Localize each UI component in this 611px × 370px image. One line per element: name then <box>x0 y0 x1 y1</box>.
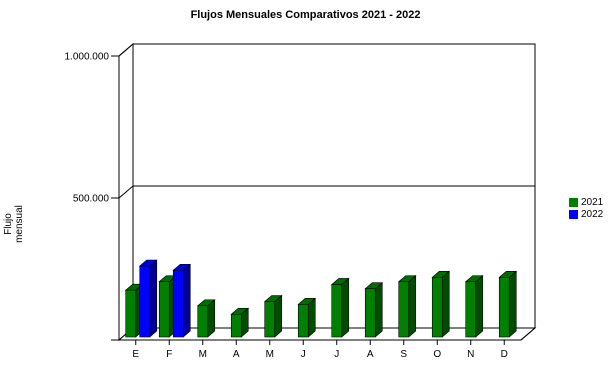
chart-title: Flujos Mensuales Comparativos 2021 - 202… <box>190 9 421 21</box>
bar <box>264 301 276 338</box>
bar <box>125 289 137 338</box>
x-tick-label: M <box>199 349 207 360</box>
bar <box>139 265 151 338</box>
bar-side <box>408 274 417 338</box>
bar <box>297 304 309 338</box>
legend-label-2022: 2022 <box>581 208 604 220</box>
x-tick-label: J <box>334 349 339 360</box>
x-tick-label: O <box>433 349 441 360</box>
bar-side <box>341 277 350 338</box>
bar <box>197 305 209 338</box>
legend-label-2021: 2021 <box>581 196 604 208</box>
bar <box>158 281 170 338</box>
x-tick-label: F <box>166 349 172 360</box>
bar-side <box>207 299 216 338</box>
legend-swatch-2021 <box>569 197 578 207</box>
legend-item-2021: 2021 <box>569 196 603 208</box>
x-tick-label: N <box>467 349 474 360</box>
bar-side <box>307 297 316 338</box>
gridline <box>118 185 535 199</box>
chart-legend: 2021 2022 <box>569 196 603 220</box>
x-tick-label: S <box>400 349 407 360</box>
bar <box>331 284 343 338</box>
bar <box>398 281 410 338</box>
bar-side <box>149 259 158 338</box>
legend-swatch-2022 <box>569 209 578 219</box>
bar-side <box>508 270 517 338</box>
bar <box>364 288 376 338</box>
y-tick-label: 1.000.000 <box>65 52 110 63</box>
bar-side <box>374 282 383 338</box>
x-tick-label: J <box>301 349 306 360</box>
gridline <box>118 43 535 57</box>
x-tick-label: A <box>233 349 240 360</box>
legend-item-2022: 2022 <box>569 208 603 220</box>
bar <box>498 277 510 338</box>
bar-side <box>182 263 191 338</box>
bar <box>465 281 477 338</box>
floor-edge <box>520 327 536 341</box>
x-tick-label: D <box>501 349 508 360</box>
bar-side <box>475 274 484 338</box>
bar <box>172 269 184 338</box>
bar-side <box>441 270 450 338</box>
bar-side <box>274 294 283 338</box>
y-tick-label: 500.000 <box>73 194 110 205</box>
x-tick-label: M <box>266 349 274 360</box>
x-tick-label: A <box>367 349 374 360</box>
x-tick-label: E <box>132 349 139 360</box>
bar <box>230 313 242 338</box>
bar <box>431 277 443 338</box>
